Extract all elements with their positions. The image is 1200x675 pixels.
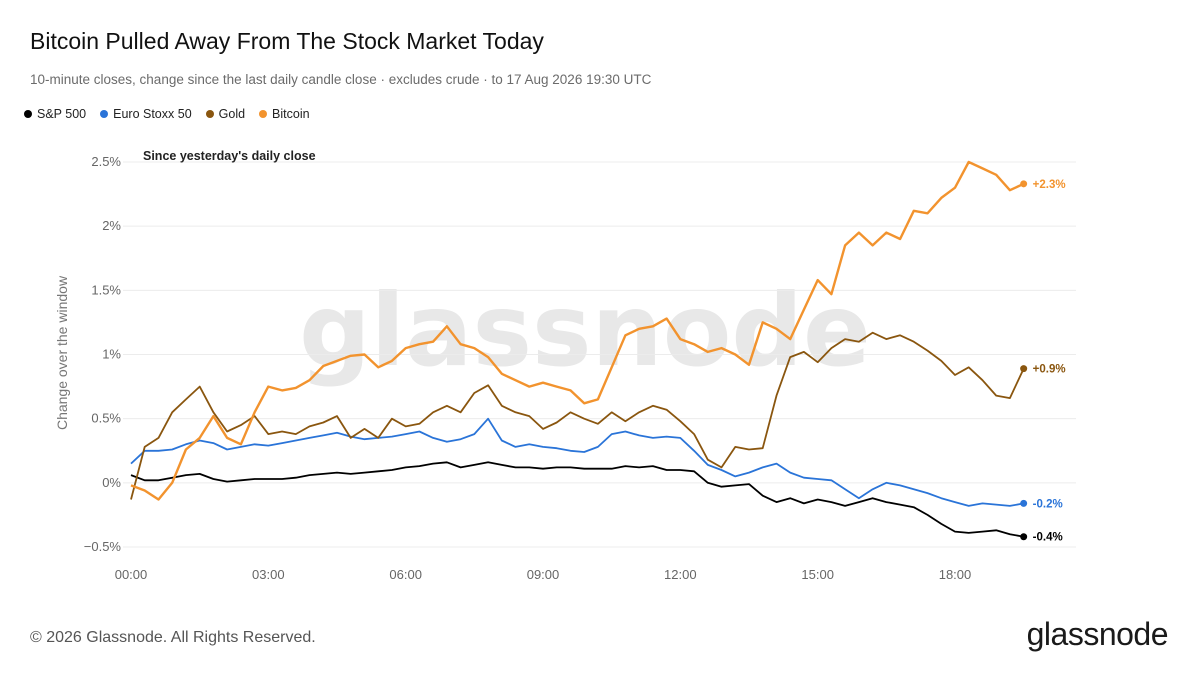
series-end-label-0: -0.4% xyxy=(1033,532,1063,544)
series-line-3 xyxy=(130,160,1025,501)
legend-dot-icon xyxy=(24,110,32,118)
series-endpoints: -0.4% -0.2% +0.9% +2.3% xyxy=(1020,179,1066,544)
series-end-dot-0 xyxy=(1020,533,1028,541)
y-tick-label: 2% xyxy=(102,218,121,233)
x-tick-label: 06:00 xyxy=(389,567,422,582)
legend-item-sp500[interactable]: S&P 500 xyxy=(24,107,86,121)
series-end-dot-1 xyxy=(1020,499,1028,507)
legend-item-eurostoxx[interactable]: Euro Stoxx 50 xyxy=(100,107,192,121)
x-tick-label: 12:00 xyxy=(664,567,697,582)
legend-label: Bitcoin xyxy=(272,107,310,121)
legend-label: S&P 500 xyxy=(37,107,87,121)
chart-subtitle: 10-minute closes, change since the last … xyxy=(30,72,652,87)
x-tick-label: 00:00 xyxy=(115,567,148,582)
legend-dot-icon xyxy=(205,110,214,118)
series-end-dot-2 xyxy=(1020,365,1028,373)
y-tick-label: 0.5% xyxy=(91,411,121,426)
series-end-label-3: +2.3% xyxy=(1033,179,1066,191)
series-end-label-2: +0.9% xyxy=(1033,364,1066,376)
y-tick-label: 0% xyxy=(102,475,121,490)
glassnode-logo[interactable]: glassnode xyxy=(1026,616,1169,652)
x-tick-label: 18:00 xyxy=(939,567,972,582)
legend-label: Euro Stoxx 50 xyxy=(113,107,192,121)
chart-annotation: Since yesterday's daily close xyxy=(143,149,316,163)
series-line-0 xyxy=(130,461,1024,538)
legend-item-gold[interactable]: Gold xyxy=(205,107,246,121)
chart-title: Bitcoin Pulled Away From The Stock Marke… xyxy=(30,28,544,54)
grid xyxy=(123,161,1076,548)
x-tick-label: 09:00 xyxy=(527,567,560,582)
y-axis-label: Change over the window xyxy=(54,275,70,430)
series-lines xyxy=(130,160,1025,538)
y-tick-label: 1% xyxy=(102,347,121,362)
legend: S&P 500 Euro Stoxx 50 Gold Bitcoin xyxy=(24,107,310,121)
y-tick-label: 2.5% xyxy=(91,154,121,169)
series-end-label-1: -0.2% xyxy=(1033,498,1063,510)
x-axis-ticks: 00:00 03:00 06:00 09:00 12:00 15:00 18:00 xyxy=(115,567,972,582)
legend-item-bitcoin[interactable]: Bitcoin xyxy=(259,107,310,121)
legend-dot-icon xyxy=(100,110,109,118)
copyright-text: © 2026 Glassnode. All Rights Reserved. xyxy=(30,629,316,646)
legend-label: Gold xyxy=(218,107,246,121)
y-axis-ticks: 2.5% 2% 1.5% 1% 0.5% 0% −0.5% xyxy=(84,154,122,554)
series-line-1 xyxy=(130,417,1024,507)
watermark-text: glassnode xyxy=(299,272,871,389)
series-end-dot-3 xyxy=(1020,180,1028,188)
legend-dot-icon xyxy=(259,110,268,118)
x-tick-label: 03:00 xyxy=(252,567,285,582)
x-tick-label: 15:00 xyxy=(801,567,834,582)
y-tick-label: −0.5% xyxy=(84,539,122,554)
y-tick-label: 1.5% xyxy=(91,282,121,297)
series-line-2 xyxy=(130,331,1025,500)
